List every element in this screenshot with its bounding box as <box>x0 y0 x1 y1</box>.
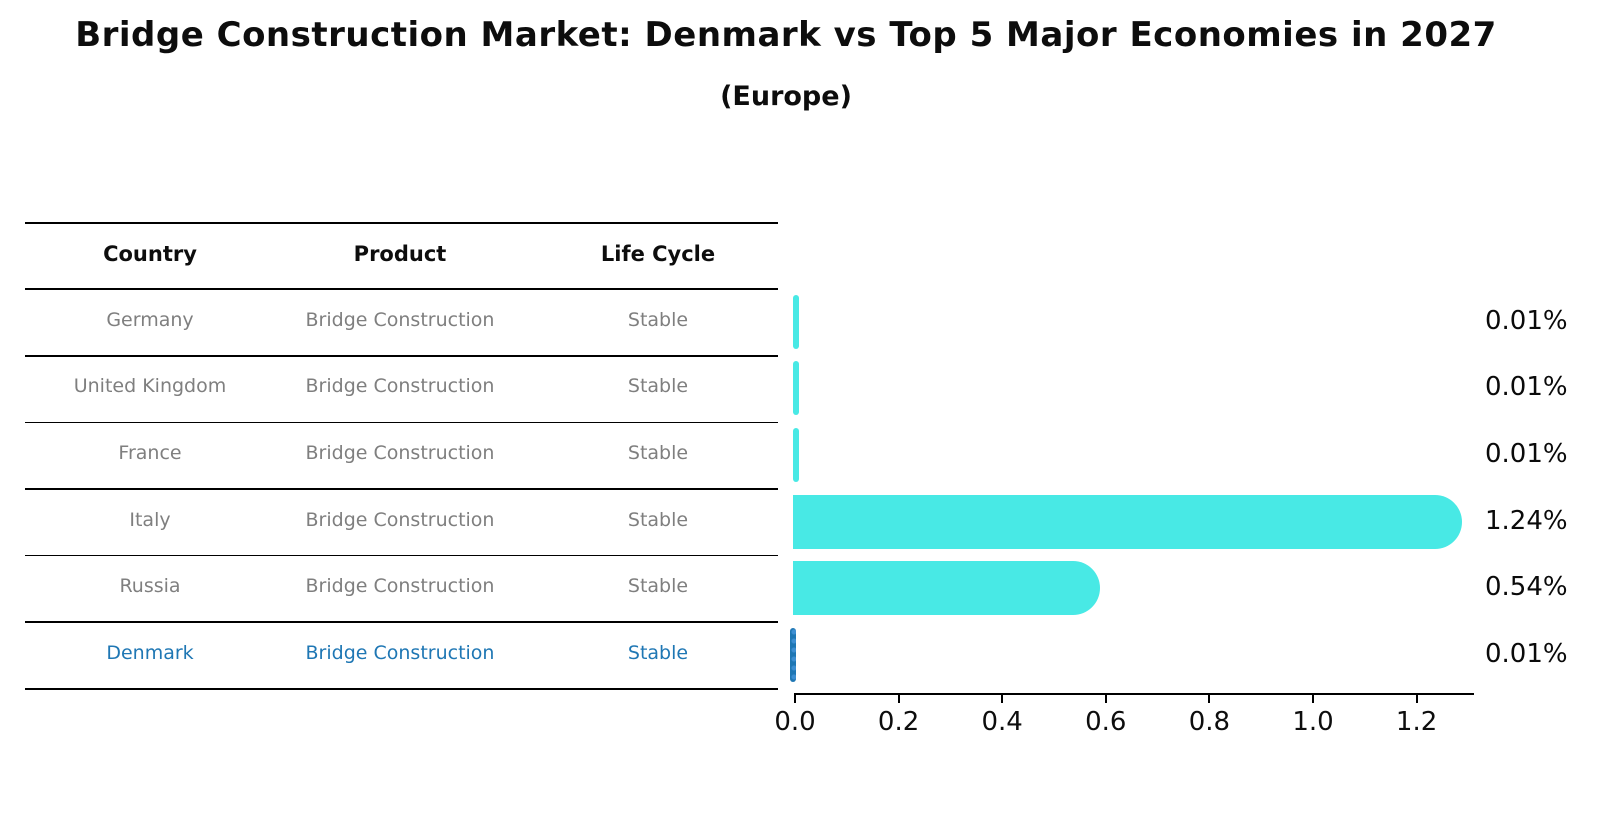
cell-life-cycle: Stable <box>627 641 689 664</box>
x-axis-tick-mark <box>1001 693 1004 703</box>
cell-country: Russia <box>119 574 181 597</box>
x-axis-tick-mark <box>1312 693 1314 703</box>
cell-life-cycle: Stable <box>627 441 689 464</box>
table-row-separator <box>25 621 778 623</box>
x-axis-tick-mark <box>1104 693 1107 703</box>
cell-country: United Kingdom <box>73 375 227 397</box>
x-axis-tick-mark <box>794 693 796 703</box>
x-axis-tick-label: 0.2 <box>877 707 920 737</box>
cell-life-cycle: Stable <box>627 574 689 597</box>
chart-title: Bridge Construction Market: Denmark vs T… <box>75 15 1497 55</box>
bar-value-label: 1.24% <box>1485 505 1568 536</box>
cell-life-cycle: Stable <box>627 375 689 397</box>
table-row-separator <box>25 355 778 357</box>
x-axis-tick-mark <box>1415 693 1418 703</box>
cell-product: Bridge Construction <box>305 641 495 664</box>
bar-value-label: 0.01% <box>1485 638 1568 669</box>
cell-country: France <box>118 441 182 464</box>
table-row-separator <box>25 421 778 423</box>
cell-product: Bridge Construction <box>305 308 495 331</box>
table-top-rule <box>25 222 778 224</box>
chart-subtitle: (Europe) <box>720 81 852 112</box>
bar-france <box>793 427 799 482</box>
x-axis-tick-label: 0.6 <box>1085 707 1127 737</box>
cell-product: Bridge Construction <box>305 574 495 597</box>
x-axis-tick-mark <box>897 693 900 703</box>
cell-product: Bridge Construction <box>305 441 495 464</box>
cell-life-cycle: Stable <box>627 508 689 531</box>
bar-russia <box>793 560 1100 615</box>
table-header-country: Country <box>103 242 197 266</box>
bar-denmark-highlight <box>790 627 796 682</box>
bar-value-label: 0.01% <box>1485 438 1568 469</box>
table-bottom-rule <box>25 688 778 690</box>
x-axis-tick-label: 0.4 <box>981 707 1023 737</box>
x-axis-tick-mark <box>1208 693 1211 703</box>
bar-value-label: 0.01% <box>1485 372 1568 402</box>
bar-value-label: 0.54% <box>1485 571 1568 602</box>
cell-product: Bridge Construction <box>305 508 495 531</box>
x-axis-tick-label: 1.2 <box>1395 707 1438 737</box>
table-header-rule <box>25 288 778 290</box>
cell-country: Denmark <box>106 641 194 664</box>
x-axis-tick-label: 0.8 <box>1188 707 1231 737</box>
table-row-separator <box>25 554 778 556</box>
cell-country: Germany <box>106 308 194 331</box>
bar-united-kingdom <box>793 361 799 415</box>
cell-life-cycle: Stable <box>627 308 689 331</box>
cell-product: Bridge Construction <box>305 375 495 397</box>
x-axis-line <box>795 693 1474 695</box>
bar-value-label: 0.01% <box>1485 305 1568 336</box>
table-header-life-cycle: Life Cycle <box>600 242 716 266</box>
bar-italy <box>793 494 1463 549</box>
cell-country: Italy <box>129 508 171 531</box>
bar-germany <box>793 294 799 349</box>
table-row-separator <box>25 488 778 490</box>
table-header-product: Product <box>353 242 447 266</box>
x-axis-tick-label: 0.0 <box>774 707 816 737</box>
x-axis-tick-label: 1.0 <box>1292 707 1334 737</box>
